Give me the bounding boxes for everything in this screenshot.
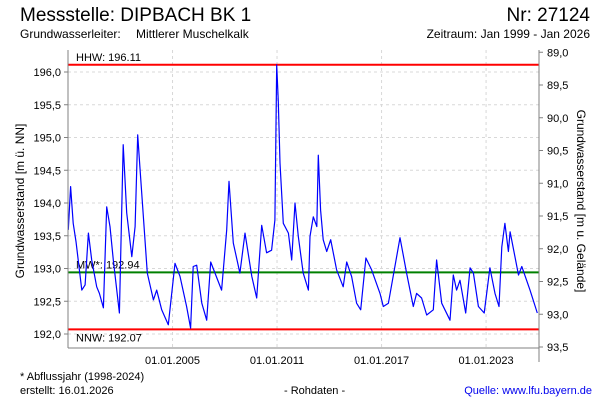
raw-data-note: - Rohdaten - xyxy=(284,385,346,397)
y-tick-label: 194,5 xyxy=(33,165,61,177)
x-tick-label: 01.01.2011 xyxy=(250,355,304,367)
y-axis-label-right: Grundwasserstand [m u. Gelände] xyxy=(574,110,588,293)
y-tick-label-right: 89,5 xyxy=(547,80,568,92)
y-tick-label-right: 93,0 xyxy=(547,309,568,321)
y-tick-label-right: 93,5 xyxy=(547,342,568,354)
created-date: erstellt: 16.01.2026 xyxy=(20,385,114,397)
y-tick-label: 193,5 xyxy=(33,231,61,243)
aquifer-label: Grundwasserleiter: xyxy=(20,27,121,41)
y-tick-label-right: 89,0 xyxy=(547,47,568,59)
y-tick-label: 192,0 xyxy=(33,329,61,341)
y-tick-label: 195,0 xyxy=(33,133,61,145)
y-tick-label-right: 90,5 xyxy=(547,146,568,158)
y-tick-label: 196,0 xyxy=(33,67,61,79)
y-tick-label-right: 92,0 xyxy=(547,244,568,256)
x-tick-label: 01.01.2005 xyxy=(145,355,200,367)
y-tick-label-right: 92,5 xyxy=(547,277,568,289)
period-label: Zeitraum: Jan 1999 - Jan 2026 xyxy=(426,27,590,41)
footnote: * Abflussjahr (1998-2024) xyxy=(20,371,145,383)
y-tick-label: 192,5 xyxy=(33,296,61,308)
y-tick-label: 194,0 xyxy=(33,198,61,210)
ref-label-hhw: HHW: 196.11 xyxy=(76,52,141,64)
y-axis-label: Grundwasserstand [m ü. NN] xyxy=(13,124,27,279)
source-link[interactable]: Quelle: www.lfu.bayern.de xyxy=(464,385,592,397)
aquifer-value: Mittlerer Muschelkalk xyxy=(136,27,249,41)
y-tick-label-right: 90,0 xyxy=(547,113,568,125)
ref-label-nnw: NNW: 192.07 xyxy=(76,332,142,344)
x-tick-label: 01.01.2017 xyxy=(354,355,409,367)
series-line xyxy=(67,64,538,329)
y-tick-label: 193,0 xyxy=(33,264,61,276)
y-tick-label: 195,5 xyxy=(33,100,61,112)
station-number: Nr: 27124 xyxy=(506,5,590,26)
x-tick-label: 01.01.2023 xyxy=(459,355,514,367)
y-tick-label-right: 91,0 xyxy=(547,178,568,190)
axes: 192,0 192,5 193,0 193,5 194,0 194,5 195,0 195,5… xyxy=(33,47,568,367)
y-tick-label-right: 91,5 xyxy=(547,211,568,223)
station-title: Messstelle: DIPBACH BK 1 xyxy=(20,5,252,26)
grid xyxy=(68,50,539,348)
